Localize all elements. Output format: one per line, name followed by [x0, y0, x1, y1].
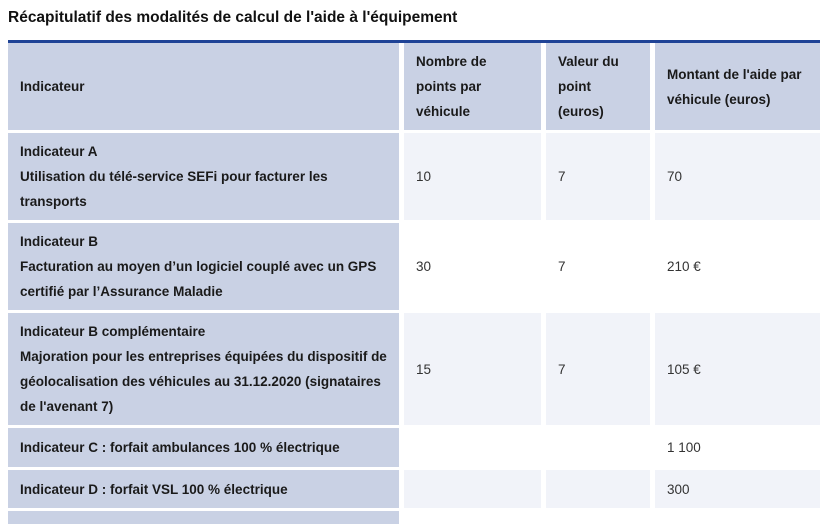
table-grid: Indicateur Nombre de points par véhicule… — [8, 43, 820, 524]
cell-amount: 1 100 — [655, 511, 820, 524]
row-title: Indicateur D : forfait VSL 100 % électri… — [20, 481, 288, 497]
cell-points: 10 — [404, 133, 541, 220]
row-title: Indicateur B — [20, 234, 99, 249]
row-title: Indicateur B complémentaire — [20, 324, 206, 339]
row-title: Indicateur E : forfait ambulance — [20, 517, 387, 524]
cell-amount: 210 € — [655, 223, 820, 310]
cell-amount: 1 100 — [655, 428, 820, 467]
column-header-label: Montant de l'aide par véhicule (euros) — [667, 66, 802, 107]
row-description: Facturation au moyen d’un logiciel coupl… — [20, 259, 377, 299]
cell-points: 30 — [404, 223, 541, 310]
cell-points — [404, 511, 541, 524]
cell-points — [404, 470, 541, 508]
cell-points — [404, 428, 541, 467]
cell-point-value — [546, 511, 650, 524]
row-label-indicateur-c: Indicateur C : forfait ambulances 100 % … — [8, 428, 399, 467]
row-title: Indicateur A — [20, 144, 98, 159]
cell-amount: 70 — [655, 133, 820, 220]
cell-point-value: 7 — [546, 313, 650, 425]
row-label-indicateur-a: Indicateur A Utilisation du télé-service… — [8, 133, 399, 220]
aid-calculation-table: Indicateur Nombre de points par véhicule… — [8, 40, 820, 524]
column-header-point-value: Valeur du point (euros) — [546, 43, 650, 130]
column-header-points: Nombre de points par véhicule — [404, 43, 541, 130]
column-header-label: Nombre de points par véhicule — [416, 54, 487, 119]
cell-point-value — [546, 428, 650, 467]
cell-point-value: 7 — [546, 223, 650, 310]
page-title: Récapitulatif des modalités de calcul de… — [8, 9, 458, 26]
cell-amount: 105 € — [655, 313, 820, 425]
row-label-indicateur-b-complementaire: Indicateur B complémentaire Majoration p… — [8, 313, 399, 425]
column-header-indicateur: Indicateur — [8, 43, 399, 130]
row-label-indicateur-e: Indicateur E : forfait ambulance — [8, 511, 399, 524]
column-header-label: Valeur du point (euros) — [558, 54, 619, 119]
row-description: Majoration pour les entreprises équipées… — [20, 349, 387, 414]
cell-amount: 300 — [655, 470, 820, 508]
row-description: Utilisation du télé-service SEFi pour fa… — [20, 169, 328, 209]
cell-point-value: 7 — [546, 133, 650, 220]
cell-points: 15 — [404, 313, 541, 425]
row-title: Indicateur C : forfait ambulances 100 % … — [20, 440, 340, 455]
cell-point-value — [546, 470, 650, 508]
column-header-amount: Montant de l'aide par véhicule (euros) — [655, 43, 820, 130]
column-header-label: Indicateur — [20, 79, 85, 94]
row-label-indicateur-b: Indicateur B Facturation au moyen d’un l… — [8, 223, 399, 310]
row-label-indicateur-d: Indicateur D : forfait VSL 100 % électri… — [8, 470, 399, 508]
table-top-rule — [8, 40, 820, 43]
